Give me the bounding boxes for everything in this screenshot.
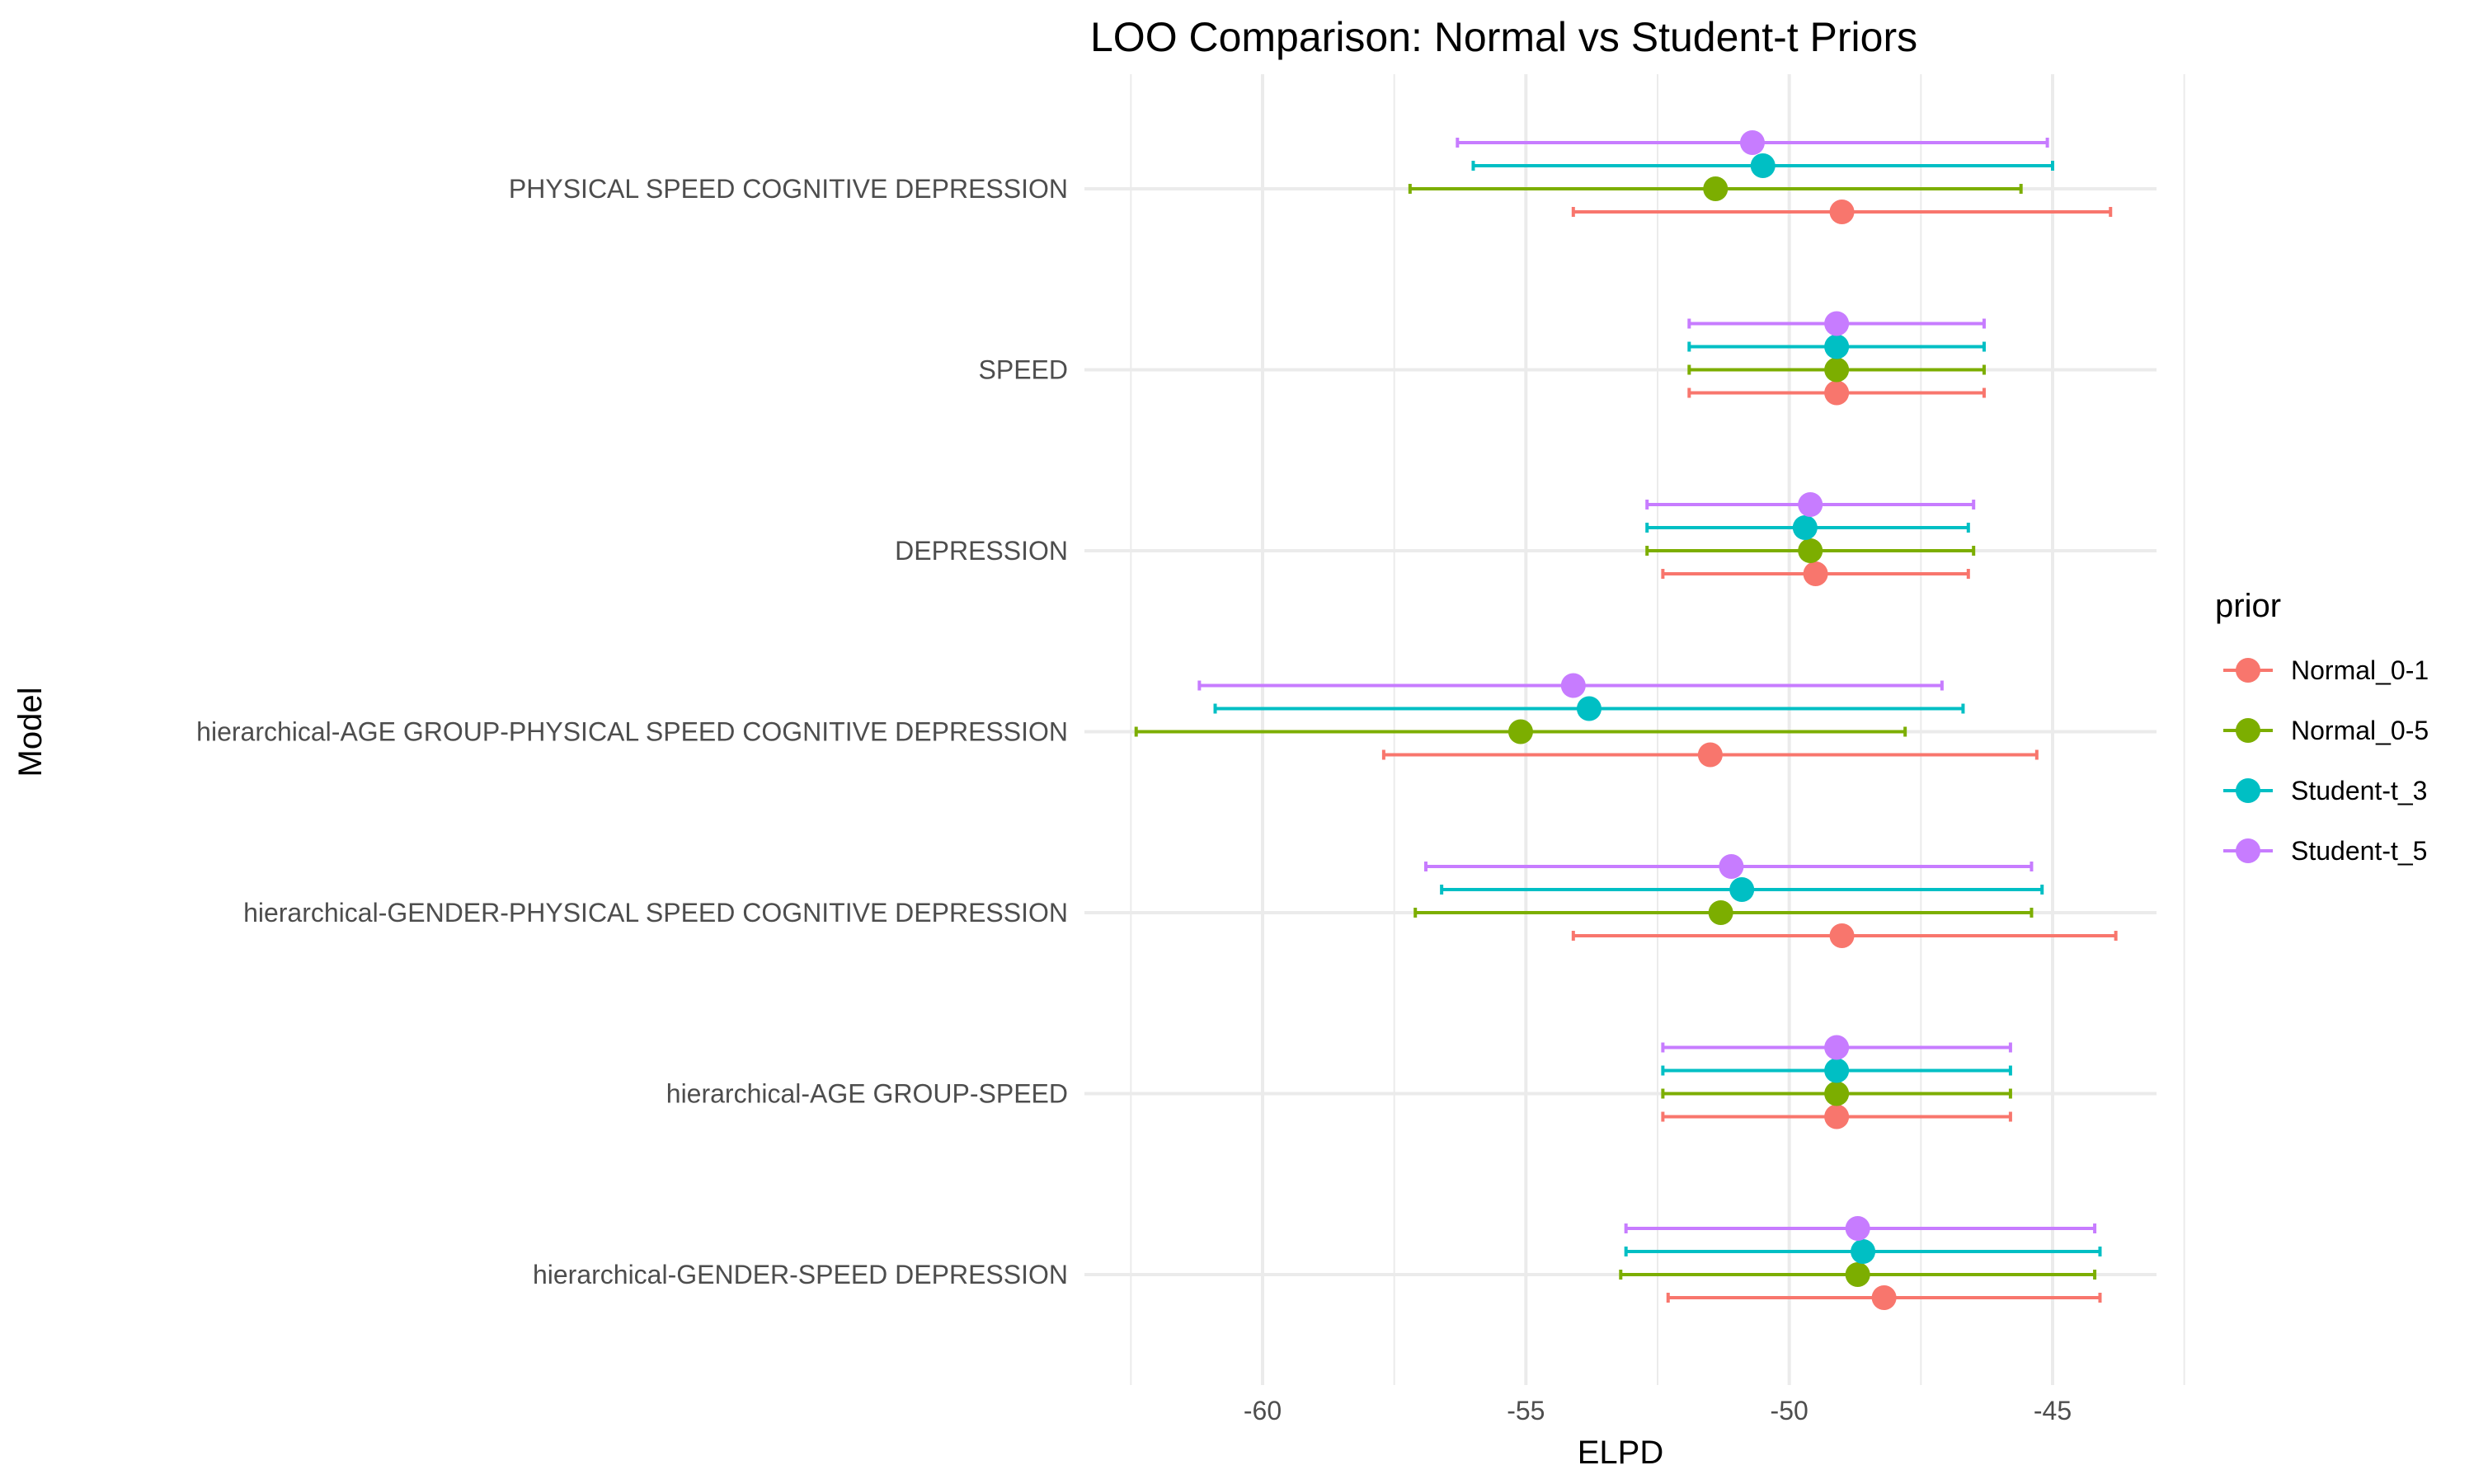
data-point: [1697, 742, 1723, 768]
data-point: [1824, 1035, 1850, 1060]
legend-item-student-t-5: Student-t_5: [2223, 836, 2427, 866]
y-axis-title: Model: [12, 688, 49, 777]
legend-label: Student-t_3: [2291, 776, 2427, 805]
data-point: [1824, 334, 1850, 359]
y-tick-label-hierarchical-gender-physical-speed-cognitive-depression: hierarchical-GENDER-PHYSICAL SPEED COGNI…: [243, 898, 1068, 928]
data-point: [1824, 380, 1850, 406]
data-marks: [1134, 130, 2118, 1310]
data-point: [1798, 492, 1823, 517]
data-point: [1824, 357, 1850, 383]
y-axis-ticks: PHYSICAL SPEED COGNITIVE DEPRESSION SPEED…: [196, 174, 1068, 1289]
data-point: [1829, 200, 1855, 224]
legend-key-point: [2236, 778, 2260, 803]
x-tick-label: -55: [1507, 1396, 1545, 1425]
chart-title: LOO Comparison: Normal vs Student-t Prio…: [1090, 14, 1917, 60]
y-tick-label-depression: DEPRESSION: [895, 536, 1068, 566]
series-normal-0-5: [1134, 176, 2097, 1287]
legend-item-normal-0-5: Normal_0-5: [2223, 716, 2429, 745]
data-point: [1719, 854, 1744, 879]
data-point: [1708, 900, 1733, 925]
data-point: [1829, 923, 1855, 948]
data-point: [1729, 877, 1755, 902]
data-point: [1507, 719, 1533, 744]
data-point: [1824, 1081, 1850, 1106]
data-point: [1798, 538, 1823, 563]
y-tick-label-physical-speed-cognitive-depression: PHYSICAL SPEED COGNITIVE DEPRESSION: [509, 174, 1068, 204]
y-tick-label-hierarchical-age-group-physical-speed-cognitive-depression: hierarchical-AGE GROUP-PHYSICAL SPEED CO…: [196, 717, 1068, 747]
legend-label: Student-t_5: [2291, 836, 2427, 866]
data-point: [1792, 515, 1818, 540]
x-tick-label: -45: [2034, 1396, 2072, 1425]
series-student-t-5: [1197, 130, 2097, 1241]
legend-label: Normal_0-1: [2291, 655, 2429, 685]
data-point: [1824, 1104, 1850, 1129]
data-point: [1845, 1216, 1870, 1241]
x-axis-ticks: -60 -55 -50 -45: [1244, 1396, 2072, 1425]
data-point: [1576, 696, 1602, 721]
series-normal-0-1: [1381, 200, 2118, 1310]
data-point: [1871, 1285, 1897, 1310]
y-tick-label-hierarchical-gender-speed-depression: hierarchical-GENDER-SPEED DEPRESSION: [533, 1260, 1068, 1289]
legend: prior Normal_0-1 Normal_0-5 Student-t_3 Stu…: [2215, 588, 2429, 866]
data-point: [1703, 176, 1729, 201]
data-point: [1803, 561, 1828, 586]
data-point: [1824, 311, 1850, 336]
legend-key-point: [2236, 658, 2260, 683]
legend-item-student-t-3: Student-t_3: [2223, 776, 2427, 805]
legend-item-normal-0-1: Normal_0-1: [2223, 655, 2429, 685]
legend-key-point: [2236, 718, 2260, 743]
legend-key-point: [2236, 838, 2260, 863]
data-point: [1851, 1239, 1876, 1264]
data-point: [1739, 130, 1765, 155]
legend-label: Normal_0-5: [2291, 716, 2429, 745]
data-point: [1750, 153, 1776, 178]
data-point: [1560, 673, 1586, 698]
grid: [1084, 74, 2185, 1385]
x-axis-title: ELPD: [1578, 1435, 1664, 1471]
series-student-t-3: [1213, 153, 2102, 1264]
y-tick-label-speed: SPEED: [979, 355, 1068, 385]
x-tick-label: -60: [1244, 1396, 1282, 1425]
x-tick-label: -50: [1771, 1396, 1808, 1425]
data-point: [1845, 1262, 1870, 1287]
data-point: [1824, 1058, 1850, 1083]
legend-title: prior: [2215, 588, 2281, 624]
y-tick-label-hierarchical-age-group-speed: hierarchical-AGE GROUP-SPEED: [666, 1079, 1068, 1109]
